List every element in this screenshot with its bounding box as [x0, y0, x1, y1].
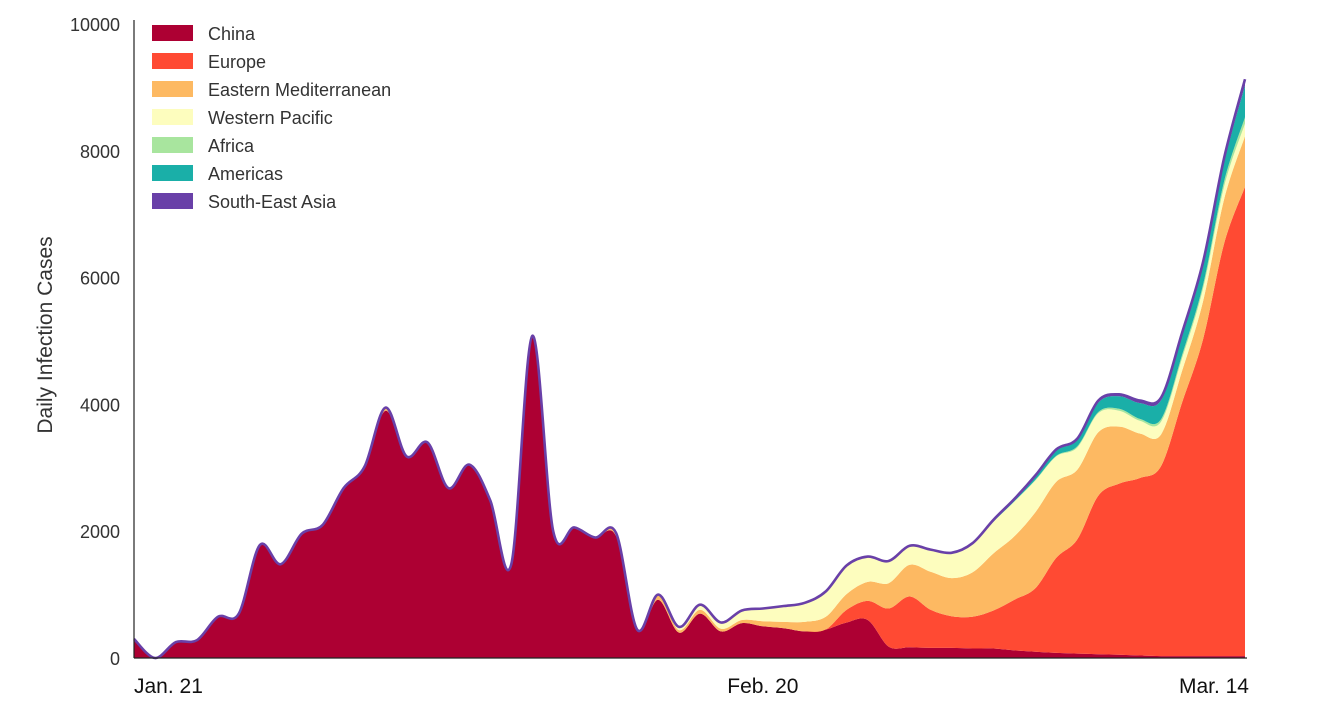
area-top-outline: [133, 78, 1247, 660]
legend-swatch-eastern-mediterranean: [152, 81, 193, 97]
x-tick-label: Jan. 21: [134, 675, 203, 698]
legend-label-south-east-asia: South-East Asia: [208, 192, 337, 212]
x-tick-label: Mar. 14: [1179, 675, 1249, 698]
legend-label-western-pacific: Western Pacific: [208, 108, 333, 128]
area-china: [134, 335, 1245, 659]
legend-label-eastern-mediterranean: Eastern Mediterranean: [208, 80, 391, 100]
legend-swatch-europe: [152, 53, 193, 69]
y-tick-label: 8000: [80, 142, 120, 162]
legend-swatch-china: [152, 25, 193, 41]
axes: [133, 20, 1247, 659]
y-tick-label: 4000: [80, 395, 120, 415]
y-tick-labels: 0 2000 4000 6000 8000 10000: [70, 15, 120, 669]
area-europe: [134, 186, 1245, 659]
y-tick-label: 0: [110, 649, 120, 669]
legend-label-americas: Americas: [208, 164, 283, 184]
y-tick-label: 10000: [70, 15, 120, 35]
area-layers: [133, 78, 1247, 660]
legend-swatch-africa: [152, 137, 193, 153]
x-tick-labels: Jan. 21 Feb. 20 Mar. 14: [134, 675, 1249, 698]
legend-label-europe: Europe: [208, 52, 266, 72]
y-tick-label: 6000: [80, 269, 120, 289]
legend-swatch-south-east-asia: [152, 193, 193, 209]
legend-label-china: China: [208, 24, 256, 44]
legend-swatch-americas: [152, 165, 193, 181]
y-tick-label: 2000: [80, 522, 120, 542]
y-axis-label: Daily Infection Cases: [34, 236, 57, 433]
legend-label-africa: Africa: [208, 136, 255, 156]
legend: China Europe Eastern Mediterranean Western …: [152, 24, 391, 212]
x-tick-label: Feb. 20: [727, 675, 798, 698]
legend-swatch-western-pacific: [152, 109, 193, 125]
